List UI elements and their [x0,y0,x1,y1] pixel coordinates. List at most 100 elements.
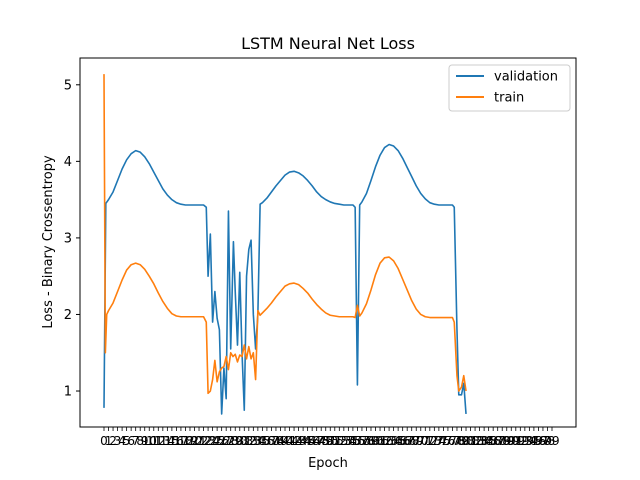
x-tick-label: 31 [237,434,252,448]
x-tick-label: 86 [486,434,501,448]
x-tick-label: 83 [472,434,487,448]
x-tick-label: 49 [318,434,333,448]
x-tick-label: 98 [540,434,555,448]
x-tick-label: 17 [173,434,188,448]
x-tick-label: 7 [132,434,140,448]
x-tick-label: 61 [372,434,387,448]
x-tick-label: 20 [187,434,202,448]
x-tick-label: 81 [463,434,478,448]
x-tick-label: 1 [105,434,113,448]
x-tick-label: 74 [431,434,446,448]
x-tick-label: 71 [418,434,433,448]
x-tick-label: 47 [309,434,324,448]
x-tick-label: 50 [323,434,338,448]
x-tick-label: 73 [427,434,442,448]
x-tick-label: 52 [332,434,347,448]
x-tick-label: 46 [305,434,320,448]
x-tick-label: 41 [282,434,297,448]
series-line-validation [103,143,467,415]
x-tick-label: 6 [127,434,135,448]
x-tick-label: 84 [476,434,491,448]
x-tick-label: 5 [123,434,131,448]
x-tick-label: 18 [178,434,193,448]
x-tick-label: 33 [246,434,261,448]
x-tick-label: 66 [395,434,410,448]
x-tick-label: 90 [504,434,519,448]
x-tick-label: 82 [467,434,482,448]
legend-train-label: train [494,91,524,106]
x-axis-label: Epoch [308,456,348,471]
x-tick-label: 76 [440,434,455,448]
x-tick-label: 51 [327,434,342,448]
y-tick-label: 5 [64,78,72,93]
chart-title: LSTM Neural Net Loss [241,34,415,53]
x-axis-ticks: 0123456789101112131415161718192021222324… [100,427,560,448]
x-tick-label: 14 [160,434,175,448]
x-tick-label: 21 [191,434,206,448]
y-tick-label: 1 [64,385,72,400]
x-tick-label: 97 [535,434,550,448]
x-tick-label: 9 [141,434,149,448]
x-tick-label: 85 [481,434,496,448]
y-axis-label: Loss - Binary Crossentropy [41,155,56,329]
x-tick-label: 0 [100,434,108,448]
x-tick-label: 19 [182,434,197,448]
x-tick-label: 99 [544,434,559,448]
x-tick-label: 22 [196,434,211,448]
y-tick-label: 4 [64,155,72,170]
x-tick-label: 11 [146,434,161,448]
x-tick-label: 25 [209,434,224,448]
y-axis-ticks: 1 2 3 4 5 [64,78,80,400]
x-tick-label: 43 [291,434,306,448]
x-tick-label: 4 [118,434,126,448]
x-tick-label: 30 [232,434,247,448]
x-tick-label: 68 [404,434,419,448]
x-tick-label: 27 [219,434,234,448]
x-tick-label: 45 [300,434,315,448]
x-tick-label: 2 [109,434,117,448]
x-tick-label: 26 [214,434,229,448]
x-tick-label: 34 [250,434,265,448]
x-tick-label: 15 [164,434,179,448]
x-tick-label: 36 [259,434,274,448]
x-tick-label: 24 [205,434,220,448]
x-tick-label: 64 [386,434,401,448]
x-tick-label: 70 [413,434,428,448]
x-tick-label: 72 [422,434,437,448]
x-tick-label: 42 [286,434,301,448]
x-tick-label: 75 [436,434,451,448]
x-tick-label: 16 [169,434,184,448]
x-tick-label: 59 [363,434,378,448]
x-tick-label: 92 [513,434,528,448]
series-layer [103,74,467,415]
x-tick-label: 37 [264,434,279,448]
x-tick-label: 91 [508,434,523,448]
x-tick-label: 79 [454,434,469,448]
x-tick-label: 87 [490,434,505,448]
y-tick-label: 2 [64,308,72,323]
x-tick-label: 54 [341,434,356,448]
x-tick-label: 12 [151,434,166,448]
plot-area: 0123456789101112131415161718192021222324… [64,57,577,448]
x-tick-label: 3 [114,434,122,448]
x-tick-label: 55 [345,434,360,448]
x-tick-label: 69 [409,434,424,448]
x-tick-label: 10 [142,434,157,448]
x-tick-label: 13 [155,434,170,448]
x-tick-label: 29 [228,434,243,448]
y-tick-label: 3 [64,231,72,246]
legend-validation-label: validation [494,70,558,85]
x-tick-label: 60 [368,434,383,448]
x-tick-label: 57 [354,434,369,448]
x-tick-label: 38 [268,434,283,448]
x-tick-label: 56 [350,434,365,448]
legend: validation train [448,64,571,112]
x-tick-label: 67 [400,434,415,448]
x-tick-label: 58 [359,434,374,448]
x-tick-label: 95 [526,434,541,448]
x-tick-label: 77 [445,434,460,448]
x-tick-label: 35 [255,434,270,448]
x-tick-label: 93 [517,434,532,448]
x-tick-label: 62 [377,434,392,448]
